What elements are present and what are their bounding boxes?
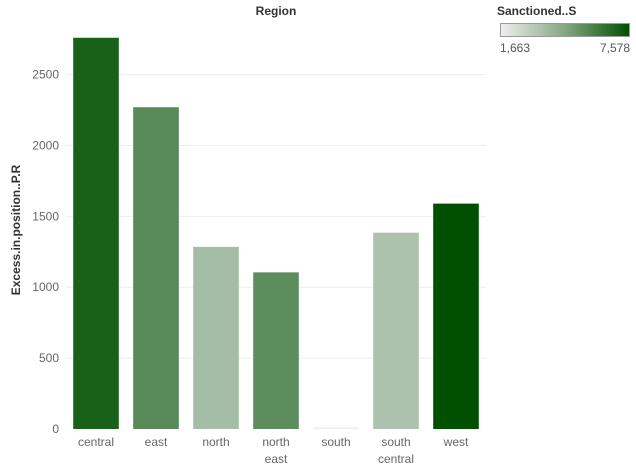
y-tick-label: 1500 — [32, 209, 59, 223]
y-tick-label: 0 — [52, 422, 59, 436]
y-axis-label: Excess.in.position..P.R — [9, 164, 23, 295]
bar[interactable] — [133, 107, 179, 430]
x-tick-label: west — [443, 435, 469, 449]
bar[interactable] — [373, 232, 419, 429]
x-tick-label: east — [145, 435, 168, 449]
color-legend-gradient — [500, 23, 630, 37]
y-tick-label: 2500 — [32, 68, 59, 82]
bar[interactable] — [73, 37, 119, 429]
legend-max-label: 7,578 — [599, 41, 630, 55]
bar[interactable] — [433, 203, 479, 429]
x-tick-label: central — [378, 452, 414, 466]
x-tick-label: south — [321, 435, 350, 449]
y-tick-label: 500 — [39, 351, 59, 365]
x-tick-label: central — [78, 435, 114, 449]
y-tick-label: 1000 — [32, 280, 59, 294]
bar[interactable] — [193, 246, 239, 429]
x-axis-ticks: central east north north east south south centr… — [78, 435, 469, 466]
bars — [73, 37, 479, 430]
y-axis-ticks: 0 500 1000 1500 2000 2500 — [32, 68, 59, 436]
chart-title: Region — [256, 4, 297, 18]
legend-title: Sanctioned..S — [497, 4, 577, 18]
bar[interactable] — [253, 272, 299, 429]
y-tick-label: 2000 — [32, 138, 59, 152]
legend-min-label: 1,663 — [500, 41, 531, 55]
x-tick-label: east — [265, 452, 288, 466]
x-tick-label: north — [202, 435, 229, 449]
x-tick-label: south — [381, 435, 410, 449]
x-tick-label: north — [262, 435, 289, 449]
bar[interactable] — [313, 427, 359, 429]
